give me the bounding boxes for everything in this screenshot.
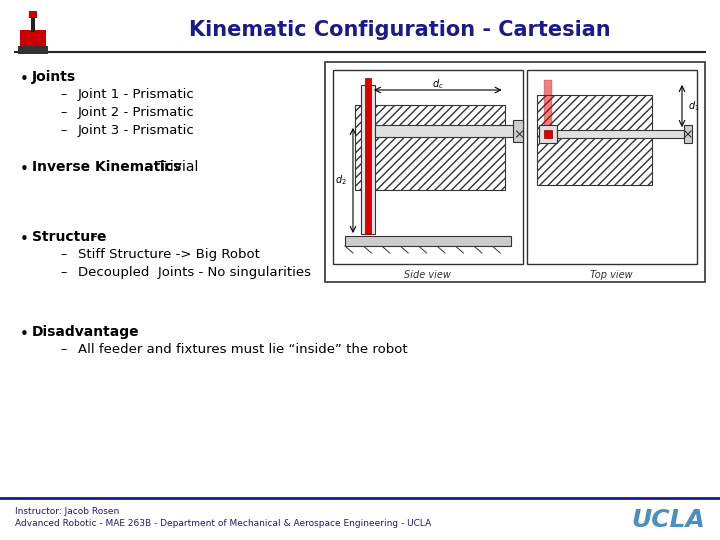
Text: $d_c$: $d_c$ bbox=[432, 77, 444, 91]
Text: Decoupled  Joints - No singularities: Decoupled Joints - No singularities bbox=[78, 266, 311, 279]
Text: Advanced Robotic - MAE 263B - Department of Mechanical & Aerospace Engineering -: Advanced Robotic - MAE 263B - Department… bbox=[15, 519, 431, 528]
Text: Joints: Joints bbox=[32, 70, 76, 84]
Text: Disadvantage: Disadvantage bbox=[32, 325, 140, 339]
Bar bbox=[20, 30, 46, 52]
Text: $d_1$: $d_1$ bbox=[688, 99, 700, 113]
Text: •: • bbox=[20, 72, 29, 87]
Bar bbox=[29, 11, 37, 18]
Text: Joint 1 - Prismatic: Joint 1 - Prismatic bbox=[78, 88, 194, 101]
Bar bbox=[333, 70, 523, 264]
Text: All feeder and fixtures must lie “inside” the robot: All feeder and fixtures must lie “inside… bbox=[78, 343, 408, 356]
Text: –: – bbox=[60, 266, 66, 279]
Text: –: – bbox=[60, 248, 66, 261]
Text: •: • bbox=[20, 162, 29, 177]
Text: –: – bbox=[60, 106, 66, 119]
Bar bbox=[544, 80, 552, 134]
Bar bbox=[375, 125, 515, 137]
Bar bbox=[684, 125, 692, 143]
Text: Structure: Structure bbox=[32, 230, 107, 244]
Text: •: • bbox=[20, 232, 29, 247]
Bar bbox=[365, 78, 371, 234]
Text: –: – bbox=[60, 343, 66, 356]
Bar bbox=[361, 85, 375, 234]
Text: Joint 2 - Prismatic: Joint 2 - Prismatic bbox=[78, 106, 194, 119]
Bar bbox=[325, 62, 705, 282]
Text: •: • bbox=[20, 327, 29, 342]
Bar bbox=[345, 236, 510, 246]
Bar bbox=[539, 125, 557, 143]
Text: –: – bbox=[60, 88, 66, 101]
Text: Side view: Side view bbox=[405, 270, 451, 280]
Bar bbox=[355, 105, 505, 190]
Text: Kinematic Configuration - Cartesian: Kinematic Configuration - Cartesian bbox=[189, 20, 611, 40]
Text: Top view: Top view bbox=[590, 270, 633, 280]
Bar bbox=[18, 46, 48, 54]
Bar bbox=[31, 16, 35, 32]
Text: -: - bbox=[88, 230, 97, 244]
Bar bbox=[536, 95, 652, 185]
Text: $d_2$: $d_2$ bbox=[336, 173, 347, 187]
Text: - Trivial: - Trivial bbox=[143, 160, 198, 174]
Bar bbox=[544, 130, 552, 138]
Bar bbox=[526, 70, 697, 264]
Bar bbox=[513, 120, 523, 142]
Text: –: – bbox=[60, 124, 66, 137]
Text: Instructor: Jacob Rosen: Instructor: Jacob Rosen bbox=[15, 507, 120, 516]
Text: Joint 3 - Prismatic: Joint 3 - Prismatic bbox=[78, 124, 194, 137]
Text: UCLA: UCLA bbox=[631, 508, 705, 532]
Text: Inverse Kinematics: Inverse Kinematics bbox=[32, 160, 181, 174]
Text: Stiff Structure -> Big Robot: Stiff Structure -> Big Robot bbox=[78, 248, 260, 261]
Bar bbox=[557, 130, 684, 138]
